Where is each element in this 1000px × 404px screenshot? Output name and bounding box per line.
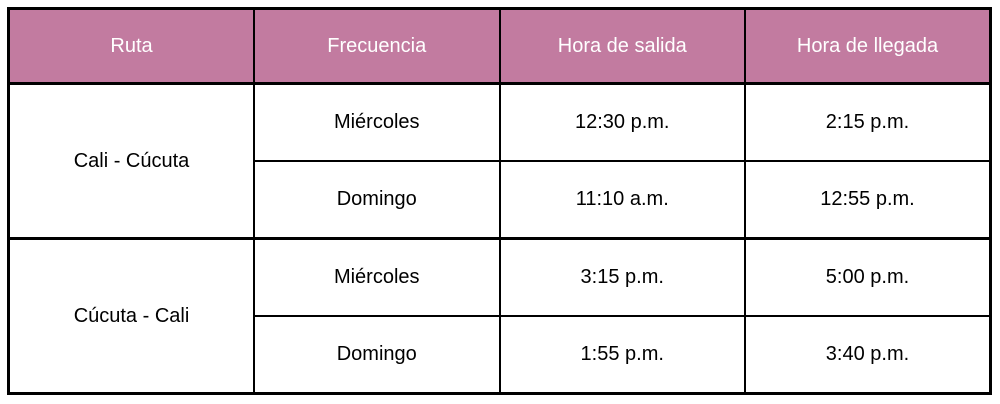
departure-cell: 1:55 p.m. — [498, 315, 746, 395]
header-cell-frecuencia: Frecuencia — [253, 7, 501, 85]
route-schedule-table: Ruta Frecuencia Hora de salida Hora de l… — [7, 7, 992, 395]
header-row: Ruta Frecuencia Hora de salida Hora de l… — [7, 7, 992, 85]
header-cell-hora-llegada: Hora de llegada — [744, 7, 992, 85]
arrival-cell: 2:15 p.m. — [744, 82, 992, 162]
departure-cell: 12:30 p.m. — [498, 82, 746, 162]
table-row: Cúcuta - Cali Miércoles 3:15 p.m. 5:00 p… — [7, 237, 992, 395]
header-cell-hora-salida: Hora de salida — [498, 7, 746, 85]
frequency-cell: Miércoles — [253, 82, 501, 162]
route-cell: Cúcuta - Cali — [7, 237, 255, 395]
frequency-cell: Miércoles — [253, 237, 501, 317]
table-row: Domingo 1:55 p.m. 3:40 p.m. — [9, 315, 992, 395]
departure-cell: 3:15 p.m. — [498, 237, 746, 317]
frequency-cell: Domingo — [253, 315, 501, 395]
header-cell-ruta: Ruta — [7, 7, 255, 85]
arrival-cell: 5:00 p.m. — [744, 237, 992, 317]
table-row: Cali - Cúcuta Miércoles 12:30 p.m. 2:15 … — [7, 82, 992, 240]
route-cell: Cali - Cúcuta — [7, 82, 255, 240]
departure-cell: 11:10 a.m. — [498, 160, 746, 240]
table-row: Domingo 11:10 a.m. 12:55 p.m. — [9, 160, 992, 240]
frequency-cell: Domingo — [253, 160, 501, 240]
arrival-cell: 3:40 p.m. — [744, 315, 992, 395]
arrival-cell: 12:55 p.m. — [744, 160, 992, 240]
